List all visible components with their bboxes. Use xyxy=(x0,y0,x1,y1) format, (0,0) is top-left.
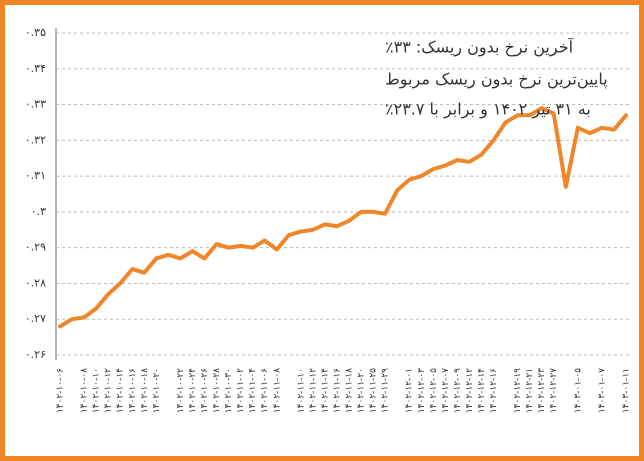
x-tick-label: ۱۴۰۲-۱۱-۲۰ xyxy=(357,368,367,413)
y-tick-label: ۰.۳۲ xyxy=(25,133,46,146)
data-line xyxy=(58,106,628,329)
annotation: آخرین نرخ بدون ریسک: ۳۳٪ xyxy=(385,38,575,58)
y-tick-label: ۰.۲۹ xyxy=(25,241,46,254)
y-tick-label: ۰.۲۷ xyxy=(25,312,46,325)
x-tick-label: ۱۴۰۲-۱۱-۰۸ xyxy=(272,368,282,413)
annotation: پایین‌ترین نرخ بدون ریسک مربوط xyxy=(385,70,608,90)
x-tick-label: ۱۴۰۲-۱۲-۰۹ xyxy=(453,368,463,413)
annotation: به ۳۱ تیر ۱۴۰۲ و برابر با ۲۳.۷٪ xyxy=(385,100,591,120)
x-tick-label: ۱۴۰۳-۰۱-۰۷ xyxy=(597,368,607,413)
x-tick-label: ۱۴۰۲-۱۰-۱۸ xyxy=(140,368,150,413)
x-tick-label: ۱۴۰۲-۱۰-۲۸ xyxy=(212,368,222,413)
y-tick-label: ۰.۲۶ xyxy=(25,348,46,361)
y-tick-label: ۰.۲۸ xyxy=(25,276,46,289)
x-tick-label: ۱۴۰۲-۱۲-۱۹ xyxy=(513,368,523,413)
y-tick-label: ۰.۳۳ xyxy=(25,98,46,111)
x-tick-label: ۱۴۰۲-۱۱-۱۰ xyxy=(296,368,306,413)
x-tick-label: ۱۴۰۲-۱۰-۲۰ xyxy=(152,368,162,413)
x-tick-label: ۱۴۰۲-۱۰-۱۴ xyxy=(116,368,126,413)
x-tick-label: ۱۴۰۲-۱۲-۲۱ xyxy=(525,368,535,413)
x-tick-label: ۱۴۰۲-۱۲-۲۷ xyxy=(549,368,559,413)
x-tick-label: ۱۴۰۲-۱۱-۱۲ xyxy=(308,368,318,413)
x-tick-label: ۱۴۰۲-۱۰-۰۸ xyxy=(80,368,90,413)
x-tick-label: ۱۴۰۲-۱۱-۲۹ xyxy=(381,368,391,413)
x-tick-label: ۱۴۰۲-۱۱-۰۶ xyxy=(260,368,270,413)
x-tick-label: ۱۴۰۲-۱۰-۲۴ xyxy=(188,368,198,413)
x-tick-label: ۱۴۰۲-۱۲-۱۴ xyxy=(477,368,487,413)
x-tick-label: ۱۴۰۳-۰۱-۱۱ xyxy=(622,368,632,413)
x-tick-label: ۱۴۰۲-۱۱-۰۴ xyxy=(248,368,258,413)
x-tick-label: ۱۴۰۲-۱۲-۰۱ xyxy=(405,368,415,413)
x-tick-label: ۱۴۰۲-۱۲-۲۳ xyxy=(537,368,547,413)
x-tick-label: ۱۴۰۲-۱۰-۲۶ xyxy=(200,368,210,413)
y-tick-label: ۰.۳۱ xyxy=(25,169,46,182)
x-tick-label: ۱۴۰۲-۱۲-۱۲ xyxy=(465,368,475,413)
x-tick-label: ۱۴۰۲-۱۲-۰۵ xyxy=(429,368,439,413)
x-tick-label: ۱۴۰۲-۱۰-۲۲ xyxy=(176,368,186,413)
x-tick-label: ۱۴۰۲-۱۲-۰۳ xyxy=(417,368,427,413)
x-tick-label: ۱۴۰۲-۱۰-۳۰ xyxy=(224,368,234,413)
x-tick-label: ۱۴۰۲-۱۰-۱۰ xyxy=(92,368,102,413)
y-tick-label: ۰.۳۴ xyxy=(25,62,46,75)
y-tick-label: ۰.۳ xyxy=(31,205,46,218)
x-tick-label: ۱۴۰۲-۱۱-۰۲ xyxy=(236,368,246,413)
x-tick-label: ۱۴۰۲-۱۰-۱۶ xyxy=(128,368,138,413)
x-tick-label: ۱۴۰۲-۱۱-۲۵ xyxy=(369,368,379,413)
x-tick-label: ۱۴۰۲-۱۰-۱۲ xyxy=(104,368,114,413)
x-tick-label: ۱۴۰۲-۱۰-۰۶ xyxy=(56,368,66,413)
x-tick-label: ۱۴۰۳-۰۱-۰۵ xyxy=(573,368,583,413)
plot: ۰.۲۶ ۰.۲۷ ۰.۲۸ ۰.۲۹ ۰.۳ ۰.۳۱ ۰.۳۲ ۰.۳۳ ۰.۳۴ ۰.۳۵ ۱… xyxy=(25,26,632,413)
y-tick-label: ۰.۳۵ xyxy=(25,26,46,39)
x-tick-label: ۱۴۰۲-۱۲-۰۷ xyxy=(441,368,451,413)
x-tick-label: ۱۴۰۲-۱۱-۱۶ xyxy=(332,368,342,413)
x-tick-label: ۱۴۰۲-۱۱-۱۸ xyxy=(345,368,355,413)
x-tick-label: ۱۴۰۲-۱۲-۱۶ xyxy=(489,368,499,413)
x-tick-label: ۱۴۰۲-۱۱-۱۴ xyxy=(320,368,330,413)
